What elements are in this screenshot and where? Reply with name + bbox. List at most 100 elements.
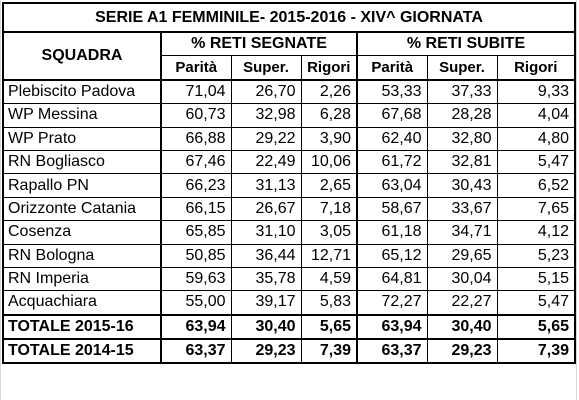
segnate-rigori-cell[interactable]: 3,90 [300,126,358,151]
table-title[interactable]: SERIE A1 FEMMINILE- 2015-2016 - XIV^ GIO… [2,2,576,33]
team-name-cell[interactable]: RN Bologna [2,243,162,268]
subite-super-cell[interactable]: 30,04 [426,266,498,292]
subite-parita-cell[interactable]: 61,72 [356,149,428,175]
segnate-rigori-cell[interactable]: 3,05 [300,220,358,245]
header-segnate-super[interactable]: Super. [230,55,302,81]
header-subite-rigori[interactable]: Rigori [496,55,576,81]
team-name-cell[interactable]: WP Messina [2,103,162,128]
subite-rigori-cell[interactable]: 5,47 [496,149,576,175]
segnate-rigori-cell[interactable]: 5,83 [300,290,358,316]
segnate-rigori-cell[interactable]: 6,28 [300,103,358,128]
team-name-cell[interactable]: Rapallo PN [2,173,162,198]
segnate-super-cell[interactable]: 31,10 [230,220,302,245]
segnate-parita-cell[interactable]: 55,00 [160,290,232,316]
segnate-parita-cell[interactable]: 63,94 [160,313,232,341]
segnate-parita-cell[interactable]: 66,88 [160,126,232,151]
segnate-rigori-cell[interactable]: 5,65 [300,313,358,341]
segnate-super-cell[interactable]: 29,22 [230,126,302,151]
segnate-super-cell[interactable]: 26,67 [230,196,302,222]
segnate-rigori-cell[interactable]: 12,71 [300,243,358,268]
subite-rigori-cell[interactable]: 5,65 [496,313,576,341]
segnate-super-cell[interactable]: 29,23 [230,338,302,365]
segnate-super-cell[interactable]: 26,70 [230,79,302,105]
team-name-cell[interactable]: Plebiscito Padova [2,79,162,105]
subite-parita-cell[interactable]: 64,81 [356,266,428,292]
segnate-parita-cell[interactable]: 63,37 [160,338,232,365]
segnate-rigori-cell[interactable]: 4,59 [300,266,358,292]
subite-super-cell[interactable]: 28,28 [426,103,498,128]
subite-rigori-cell[interactable]: 7,39 [496,338,576,365]
segnate-rigori-cell[interactable]: 7,18 [300,196,358,222]
segnate-parita-cell[interactable]: 71,04 [160,79,232,105]
subite-parita-cell[interactable]: 61,18 [356,220,428,245]
table-row: RN Bogliasco 67,46 22,49 10,06 61,72 32,… [2,149,576,175]
subite-super-cell[interactable]: 30,43 [426,173,498,198]
subite-super-cell[interactable]: 29,65 [426,243,498,268]
segnate-parita-cell[interactable]: 67,46 [160,149,232,175]
header-segnate-parita[interactable]: Parità [160,55,232,81]
segnate-super-cell[interactable]: 36,44 [230,243,302,268]
segnate-super-cell[interactable]: 35,78 [230,266,302,292]
header-reti-segnate[interactable]: % RETI SEGNATE [160,31,358,57]
team-name-cell[interactable]: WP Prato [2,126,162,151]
subite-rigori-cell[interactable]: 4,04 [496,103,576,128]
subite-super-cell[interactable]: 37,33 [426,79,498,105]
header-squadra[interactable]: SQUADRA [2,31,162,81]
subite-rigori-cell[interactable]: 5,15 [496,266,576,292]
subite-parita-cell[interactable]: 63,94 [356,313,428,341]
team-name-cell[interactable]: RN Bogliasco [2,149,162,175]
subite-rigori-cell[interactable]: 9,33 [496,79,576,105]
header-subite-parita[interactable]: Parità [356,55,428,81]
subite-rigori-cell[interactable]: 4,80 [496,126,576,151]
segnate-rigori-cell[interactable]: 2,65 [300,173,358,198]
subite-parita-cell[interactable]: 72,27 [356,290,428,316]
subite-super-cell[interactable]: 30,40 [426,313,498,341]
segnate-super-cell[interactable]: 32,98 [230,103,302,128]
subite-super-cell[interactable]: 32,81 [426,149,498,175]
subite-rigori-cell[interactable]: 5,23 [496,243,576,268]
segnate-super-cell[interactable]: 31,13 [230,173,302,198]
total-label-cell[interactable]: TOTALE 2014-15 [2,338,162,365]
table-row: Acquachiara 55,00 39,17 5,83 72,27 22,27… [2,290,576,316]
subite-rigori-cell[interactable]: 7,65 [496,196,576,222]
team-name-cell[interactable]: Cosenza [2,220,162,245]
segnate-rigori-cell[interactable]: 2,26 [300,79,358,105]
subite-parita-cell[interactable]: 65,12 [356,243,428,268]
segnate-parita-cell[interactable]: 66,15 [160,196,232,222]
table-row: WP Messina 60,73 32,98 6,28 67,68 28,28 … [2,103,576,128]
table-row: Cosenza 65,85 31,10 3,05 61,18 34,71 4,1… [2,220,576,245]
subite-super-cell[interactable]: 33,67 [426,196,498,222]
segnate-super-cell[interactable]: 30,40 [230,313,302,341]
team-name-cell[interactable]: Acquachiara [2,290,162,316]
segnate-parita-cell[interactable]: 59,63 [160,266,232,292]
total-label-cell[interactable]: TOTALE 2015-16 [2,313,162,341]
segnate-parita-cell[interactable]: 60,73 [160,103,232,128]
header-reti-subite[interactable]: % RETI SUBITE [356,31,576,57]
subite-parita-cell[interactable]: 53,33 [356,79,428,105]
team-name-cell[interactable]: RN Imperia [2,266,162,292]
segnate-rigori-cell[interactable]: 7,39 [300,338,358,365]
header-segnate-rigori[interactable]: Rigori [300,55,358,81]
subite-super-cell[interactable]: 32,80 [426,126,498,151]
segnate-parita-cell[interactable]: 50,85 [160,243,232,268]
subite-parita-cell[interactable]: 63,37 [356,338,428,365]
segnate-parita-cell[interactable]: 65,85 [160,220,232,245]
table-row: RN Bologna 50,85 36,44 12,71 65,12 29,65… [2,243,576,268]
subite-parita-cell[interactable]: 63,04 [356,173,428,198]
segnate-rigori-cell[interactable]: 10,06 [300,149,358,175]
subite-rigori-cell[interactable]: 4,12 [496,220,576,245]
subite-super-cell[interactable]: 29,23 [426,338,498,365]
segnate-super-cell[interactable]: 39,17 [230,290,302,316]
subite-parita-cell[interactable]: 62,40 [356,126,428,151]
subite-parita-cell[interactable]: 58,67 [356,196,428,222]
team-name-cell[interactable]: Orizzonte Catania [2,196,162,222]
subite-super-cell[interactable]: 22,27 [426,290,498,316]
header-subite-super[interactable]: Super. [426,55,498,81]
subite-parita-cell[interactable]: 67,68 [356,103,428,128]
subite-super-cell[interactable]: 34,71 [426,220,498,245]
segnate-super-cell[interactable]: 22,49 [230,149,302,175]
subite-rigori-cell[interactable]: 6,52 [496,173,576,198]
subite-rigori-cell[interactable]: 5,47 [496,290,576,316]
segnate-parita-cell[interactable]: 66,23 [160,173,232,198]
